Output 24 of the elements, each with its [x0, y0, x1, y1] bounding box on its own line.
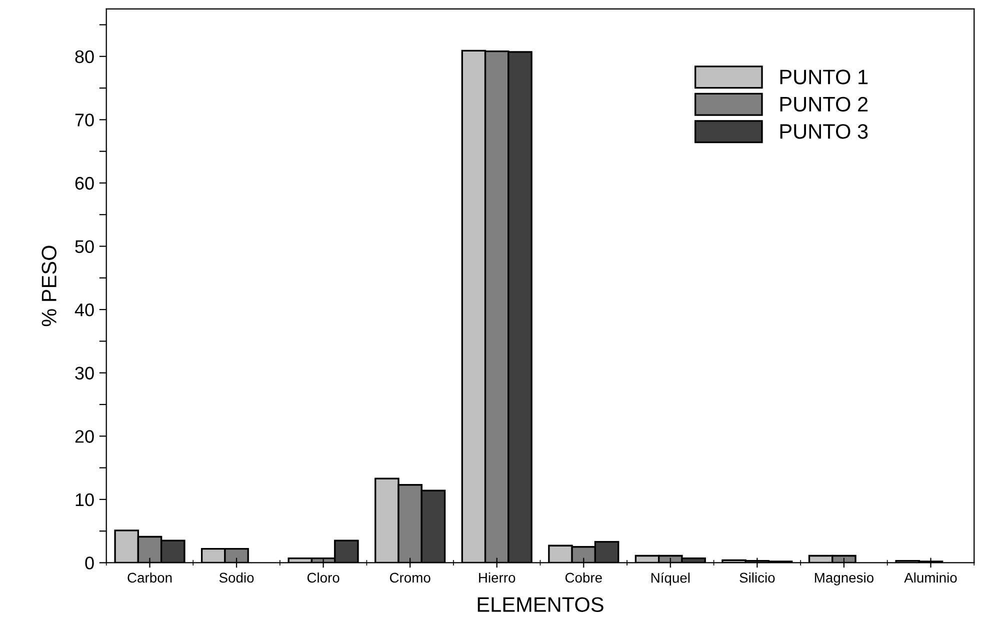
x-tick-label: Aluminio	[904, 572, 957, 583]
y-tick-label: 70	[75, 114, 94, 126]
y-tick-label: 50	[75, 240, 94, 253]
x-axis-title: ELEMENTOS	[478, 597, 604, 612]
y-tick-label: 10	[76, 493, 94, 506]
y-tick-label: 80	[75, 50, 94, 64]
y-tick-label: 60	[75, 176, 94, 190]
x-tick-label: Hierro	[479, 572, 516, 583]
legend-label: PUNTO 1	[780, 70, 868, 84]
y-tick-label: 0	[85, 556, 94, 570]
legend-label: PUNTO 2	[780, 96, 868, 112]
x-tick-label: Cloro	[307, 572, 340, 583]
y-tick-label: 30	[75, 366, 94, 380]
y-tick-label: 40	[74, 303, 94, 316]
x-tick-label: Níquel	[651, 572, 690, 586]
legend-label: PUNTO 3	[780, 124, 868, 139]
x-tick-label: Magnesio	[814, 572, 874, 586]
y-tick-label: 20	[75, 430, 94, 443]
x-tick-label: Cromo	[390, 572, 430, 583]
x-tick-label: Cobre	[565, 572, 602, 583]
x-tick-label: Silicio	[740, 572, 775, 583]
x-tick-label: Sodio	[219, 572, 254, 583]
x-tick-label: Carbon	[128, 572, 172, 583]
y-axis-title: % PESO	[42, 246, 56, 326]
